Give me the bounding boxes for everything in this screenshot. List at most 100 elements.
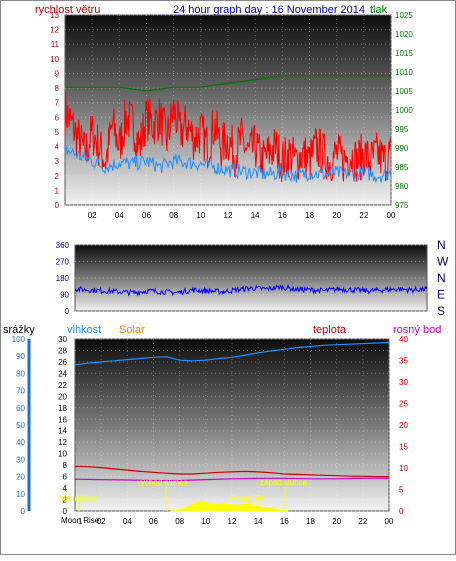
temperature-tick-label: 10 xyxy=(399,464,408,473)
x-tick-label: 12 xyxy=(224,211,233,220)
x-tick-label: 10 xyxy=(196,211,205,220)
humidity-tick-label: 8 xyxy=(63,461,68,470)
y-left-tick-label: 5 xyxy=(55,128,60,137)
wind-direction-line xyxy=(74,283,428,297)
dir-tick-label: 0 xyxy=(65,307,70,316)
temperature-axis-title: teplota xyxy=(313,324,347,336)
rain-tick-label: 10 xyxy=(16,490,25,499)
rain-axis-title: srážky xyxy=(3,324,35,336)
wind-speed-line xyxy=(64,91,391,183)
x-tick-label: 06 xyxy=(142,211,151,220)
temperature-tick-label: 20 xyxy=(399,421,408,430)
y-left-tick-label: 3 xyxy=(55,157,60,166)
x-tick-label: 06 xyxy=(149,517,158,526)
x-tick-label: 16 xyxy=(278,211,287,220)
x-tick-label: 04 xyxy=(123,517,132,526)
x-tick-label: 10 xyxy=(201,517,210,526)
moonrise-bottom-label: Moon Rise xyxy=(61,516,100,525)
x-tick-label: 08 xyxy=(169,211,178,220)
dir-tick-label: 90 xyxy=(60,291,69,300)
dir-tick-label: 360 xyxy=(56,241,70,250)
moonset-label: Moon Set xyxy=(230,494,265,503)
y-left-tick-label: 9 xyxy=(55,69,60,78)
temperature-tick-label: 35 xyxy=(399,357,408,366)
y-right-tick-label: 1005 xyxy=(395,87,413,96)
humidity-tick-label: 0 xyxy=(63,507,68,516)
humidity-tick-label: 20 xyxy=(58,392,67,401)
sunset-label: západ slunce xyxy=(260,478,308,487)
x-tick-label: 00 xyxy=(385,517,394,526)
y-right-tick-label: 975 xyxy=(395,201,409,210)
humidity-tick-label: 2 xyxy=(63,496,68,505)
y-left-tick-label: 11 xyxy=(51,40,60,49)
wind-average-line xyxy=(64,143,392,184)
moonrise-label: Moon Rise xyxy=(59,494,98,503)
humidity-tick-label: 22 xyxy=(58,381,67,390)
temperature-tick-label: 5 xyxy=(399,486,404,495)
left-axis-title-top: rychlost větru xyxy=(35,4,100,16)
y-right-tick-label: 1015 xyxy=(395,49,413,58)
y-left-tick-label: 4 xyxy=(55,143,60,152)
x-tick-label: 20 xyxy=(332,517,341,526)
humidity-tick-label: 6 xyxy=(63,473,68,482)
y-left-tick-label: 2 xyxy=(55,172,60,181)
y-right-tick-label: 1010 xyxy=(395,68,413,77)
y-left-tick-label: 12 xyxy=(50,26,59,35)
dir-tick-label: 270 xyxy=(56,258,70,267)
rain-tick-label: 50 xyxy=(16,421,25,430)
y-left-tick-label: 13 xyxy=(50,11,59,20)
y-left-tick-label: 8 xyxy=(55,84,60,93)
y-left-tick-label: 0 xyxy=(55,201,60,210)
humidity-tick-label: 10 xyxy=(58,450,67,459)
panel3-plot-area xyxy=(74,338,390,512)
rain-tick-label: 70 xyxy=(16,387,25,396)
x-tick-label: 16 xyxy=(280,517,289,526)
x-tick-label: 00 xyxy=(387,211,396,220)
humidity-axis-title: vlhkost xyxy=(67,324,101,336)
x-tick-label: 02 xyxy=(88,211,97,220)
y-right-tick-label: 1020 xyxy=(395,30,413,39)
x-tick-label: 22 xyxy=(359,211,368,220)
humidity-tick-label: 4 xyxy=(63,484,68,493)
x-tick-label: 02 xyxy=(97,517,106,526)
rain-tick-label: 20 xyxy=(16,473,25,482)
humidity-tick-label: 26 xyxy=(58,358,67,367)
x-tick-label: 20 xyxy=(332,211,341,220)
compass-tick-label: N xyxy=(437,238,446,252)
rain-tick-label: 90 xyxy=(16,352,25,361)
x-tick-label: 04 xyxy=(115,211,124,220)
y-left-tick-label: 7 xyxy=(55,99,60,108)
page-title: 24 hour graph day : 16 November 2014 xyxy=(173,4,365,16)
x-tick-label: 14 xyxy=(251,211,260,220)
humidity-tick-label: 16 xyxy=(58,415,67,424)
x-tick-label: 18 xyxy=(305,211,314,220)
right-axis-title-top: tlak xyxy=(370,4,388,16)
x-tick-label: 08 xyxy=(175,517,184,526)
humidity-tick-label: 30 xyxy=(58,335,67,344)
humidity-line xyxy=(74,341,390,366)
solar-axis-title: Solar xyxy=(119,324,145,336)
compass-tick-label: S xyxy=(437,304,445,318)
dewpoint-axis-title: rosný bod xyxy=(393,324,441,336)
y-right-tick-label: 1025 xyxy=(395,11,413,20)
y-right-tick-label: 1000 xyxy=(395,106,413,115)
x-tick-label: 22 xyxy=(358,517,367,526)
rain-tick-label: 60 xyxy=(16,404,25,413)
humidity-tick-label: 12 xyxy=(58,438,67,447)
sunrise-label: východ slunce xyxy=(137,478,188,487)
humidity-tick-label: 24 xyxy=(58,369,67,378)
y-left-tick-label: 10 xyxy=(50,55,59,64)
rain-tick-label: 30 xyxy=(16,455,25,464)
dir-tick-label: 180 xyxy=(56,274,70,283)
temperature-tick-label: 15 xyxy=(399,443,408,452)
y-right-tick-label: 980 xyxy=(395,182,409,191)
temperature-tick-label: 0 xyxy=(399,507,404,516)
x-tick-label: 12 xyxy=(228,517,237,526)
rain-tick-label: 80 xyxy=(16,369,25,378)
rain-tick-label: 0 xyxy=(21,507,26,516)
rain-tick-label: 100 xyxy=(12,335,26,344)
x-tick-label: 18 xyxy=(306,517,315,526)
compass-tick-label: N xyxy=(437,271,446,285)
